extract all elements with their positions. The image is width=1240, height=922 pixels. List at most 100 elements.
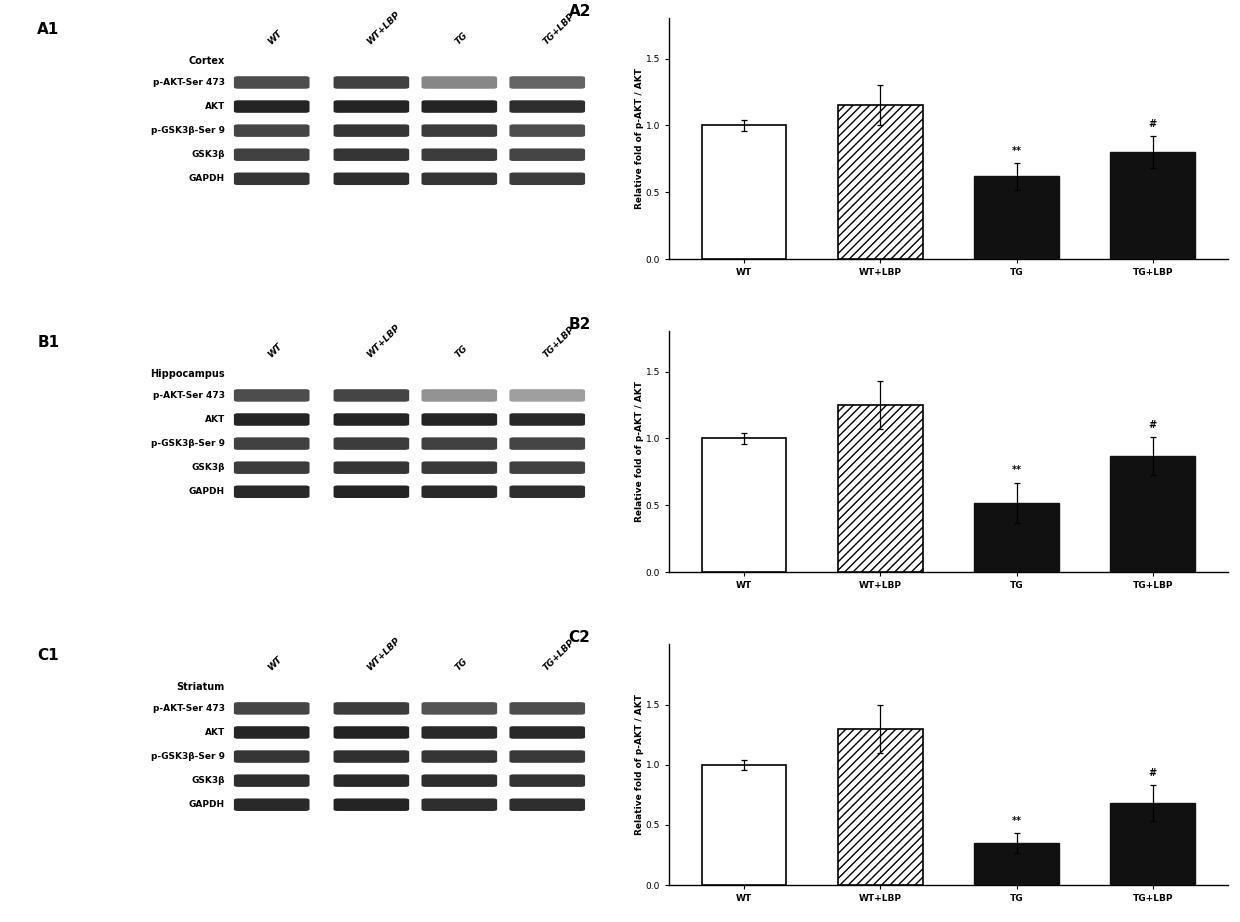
FancyBboxPatch shape: [334, 124, 409, 136]
FancyBboxPatch shape: [234, 124, 310, 136]
Text: p-GSK3β-Ser 9: p-GSK3β-Ser 9: [151, 439, 224, 448]
Text: p-GSK3β-Ser 9: p-GSK3β-Ser 9: [151, 126, 224, 136]
Text: AKT: AKT: [205, 102, 224, 111]
Text: GSK3β: GSK3β: [191, 776, 224, 786]
Text: p-AKT-Ser 473: p-AKT-Ser 473: [153, 391, 224, 400]
FancyBboxPatch shape: [334, 389, 409, 402]
FancyBboxPatch shape: [334, 100, 409, 112]
Bar: [1111, 803, 1195, 885]
FancyBboxPatch shape: [422, 798, 497, 811]
FancyBboxPatch shape: [334, 486, 409, 498]
FancyBboxPatch shape: [510, 751, 585, 762]
FancyBboxPatch shape: [422, 437, 497, 450]
FancyBboxPatch shape: [422, 727, 497, 739]
Text: Cortex: Cortex: [188, 56, 224, 65]
Y-axis label: Relative fold of p-AKT / AKT: Relative fold of p-AKT / AKT: [635, 68, 645, 209]
FancyBboxPatch shape: [510, 413, 585, 426]
FancyBboxPatch shape: [334, 727, 409, 739]
Bar: [838, 105, 923, 259]
FancyBboxPatch shape: [422, 100, 497, 112]
Text: A2: A2: [569, 4, 591, 19]
Text: Hippocampus: Hippocampus: [150, 369, 224, 379]
Text: TG: TG: [454, 656, 470, 672]
Text: p-AKT-Ser 473: p-AKT-Ser 473: [153, 703, 224, 713]
Text: C2: C2: [569, 630, 590, 644]
Text: GAPDH: GAPDH: [188, 174, 224, 183]
Text: AKT: AKT: [205, 415, 224, 424]
FancyBboxPatch shape: [510, 100, 585, 112]
Text: p-AKT-Ser 473: p-AKT-Ser 473: [153, 78, 224, 87]
FancyBboxPatch shape: [334, 798, 409, 811]
Text: WT: WT: [265, 341, 284, 359]
FancyBboxPatch shape: [422, 77, 497, 89]
FancyBboxPatch shape: [510, 703, 585, 715]
Text: TG+LBP: TG+LBP: [542, 637, 577, 672]
FancyBboxPatch shape: [334, 774, 409, 786]
Bar: [838, 405, 923, 573]
Bar: [975, 176, 1059, 259]
Text: A1: A1: [37, 22, 60, 37]
FancyBboxPatch shape: [422, 389, 497, 402]
FancyBboxPatch shape: [334, 437, 409, 450]
FancyBboxPatch shape: [334, 751, 409, 762]
Text: p-GSK3β-Ser 9: p-GSK3β-Ser 9: [151, 752, 224, 761]
FancyBboxPatch shape: [334, 172, 409, 185]
Text: GSK3β: GSK3β: [191, 150, 224, 160]
Text: GAPDH: GAPDH: [188, 487, 224, 496]
FancyBboxPatch shape: [234, 461, 310, 474]
FancyBboxPatch shape: [510, 437, 585, 450]
Text: TG+LBP: TG+LBP: [542, 325, 577, 359]
FancyBboxPatch shape: [234, 774, 310, 786]
Text: WT: WT: [265, 29, 284, 46]
FancyBboxPatch shape: [334, 461, 409, 474]
FancyBboxPatch shape: [510, 148, 585, 161]
FancyBboxPatch shape: [234, 798, 310, 811]
FancyBboxPatch shape: [334, 413, 409, 426]
FancyBboxPatch shape: [422, 703, 497, 715]
FancyBboxPatch shape: [234, 413, 310, 426]
Text: **: **: [1012, 466, 1022, 476]
FancyBboxPatch shape: [234, 148, 310, 161]
FancyBboxPatch shape: [510, 774, 585, 786]
Text: #: #: [1148, 768, 1157, 778]
FancyBboxPatch shape: [422, 172, 497, 185]
FancyBboxPatch shape: [334, 148, 409, 161]
Text: TG+LBP: TG+LBP: [542, 11, 577, 46]
Y-axis label: Relative fold of p-AKT / AKT: Relative fold of p-AKT / AKT: [635, 382, 645, 522]
Text: Striatum: Striatum: [176, 681, 224, 692]
FancyBboxPatch shape: [510, 389, 585, 402]
Text: **: **: [1012, 816, 1022, 826]
FancyBboxPatch shape: [334, 77, 409, 89]
FancyBboxPatch shape: [510, 172, 585, 185]
Text: TG: TG: [454, 30, 470, 46]
Bar: [1111, 455, 1195, 573]
FancyBboxPatch shape: [234, 389, 310, 402]
FancyBboxPatch shape: [422, 461, 497, 474]
Bar: [975, 843, 1059, 885]
Bar: [702, 125, 786, 259]
Bar: [702, 764, 786, 885]
FancyBboxPatch shape: [234, 172, 310, 185]
Text: B2: B2: [569, 317, 591, 332]
FancyBboxPatch shape: [234, 77, 310, 89]
Text: C1: C1: [37, 648, 58, 663]
FancyBboxPatch shape: [510, 124, 585, 136]
FancyBboxPatch shape: [510, 727, 585, 739]
FancyBboxPatch shape: [422, 751, 497, 762]
FancyBboxPatch shape: [234, 437, 310, 450]
Text: WT+LBP: WT+LBP: [366, 635, 402, 672]
FancyBboxPatch shape: [510, 461, 585, 474]
Text: WT: WT: [265, 655, 284, 672]
Bar: [1111, 152, 1195, 259]
FancyBboxPatch shape: [234, 100, 310, 112]
Text: #: #: [1148, 420, 1157, 430]
Text: TG: TG: [454, 343, 470, 359]
Text: GSK3β: GSK3β: [191, 463, 224, 472]
Bar: [975, 502, 1059, 573]
FancyBboxPatch shape: [234, 486, 310, 498]
Y-axis label: Relative fold of p-AKT / AKT: Relative fold of p-AKT / AKT: [635, 694, 645, 835]
Text: AKT: AKT: [205, 728, 224, 737]
Text: WT+LBP: WT+LBP: [366, 323, 402, 359]
Text: GAPDH: GAPDH: [188, 800, 224, 810]
FancyBboxPatch shape: [422, 486, 497, 498]
